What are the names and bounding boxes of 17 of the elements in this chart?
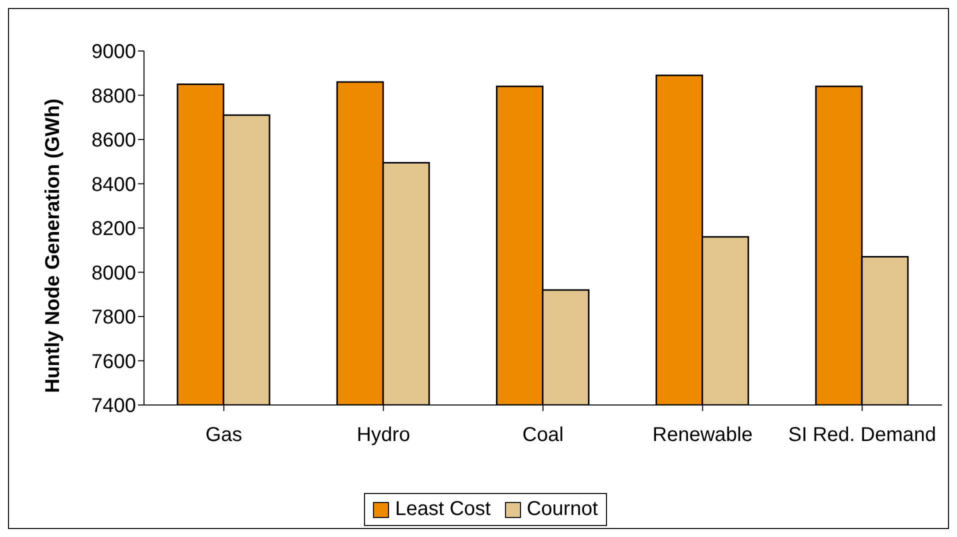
- legend-label: Cournot: [526, 498, 598, 521]
- y-tick-label: 7800: [92, 306, 136, 329]
- x-tick-label: SI Red. Demand: [788, 424, 936, 446]
- y-tick-label: 7600: [92, 350, 136, 373]
- y-tick-label: 8800: [92, 85, 136, 108]
- y-tick-label: 8400: [92, 174, 136, 196]
- y-tick-label: 7400: [92, 395, 136, 418]
- x-tick-label: Hydro: [356, 424, 410, 446]
- y-axis-title: Huntly Node Generation (GWh): [42, 98, 64, 393]
- y-tick-label: 8000: [92, 262, 136, 284]
- y-tick-label: 8200: [92, 218, 136, 240]
- y-tick-label: 8600: [92, 130, 136, 152]
- x-tick-label: Gas: [205, 424, 242, 446]
- x-tick-label: Coal: [522, 424, 564, 446]
- x-tick-label: Renewable: [652, 424, 753, 446]
- legend-label: Least Cost: [394, 498, 491, 521]
- y-tick-label: 9000: [92, 41, 136, 64]
